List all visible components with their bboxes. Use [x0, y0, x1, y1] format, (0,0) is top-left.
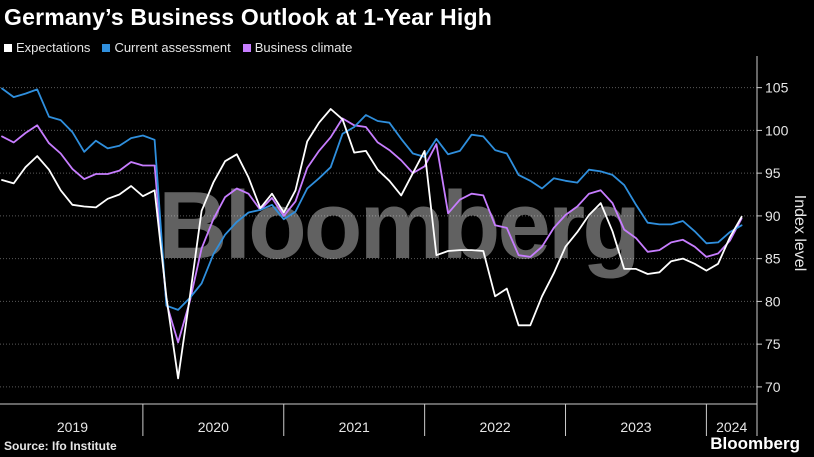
series-line-expectations: [1, 108, 743, 380]
x-tick-label-2021: 2021: [339, 419, 370, 435]
source-note: Source: Ifo Institute: [4, 439, 117, 453]
legend-label-current-assessment: Current assessment: [114, 40, 231, 55]
legend-item-expectations: Expectations: [4, 40, 90, 55]
y-tick-label-80: 80: [765, 293, 781, 309]
legend: Expectations Current assessment Business…: [4, 40, 352, 55]
x-tick-label-2019: 2019: [57, 419, 88, 435]
y-tick-label-75: 75: [765, 336, 781, 352]
chart-title: Germany’s Business Outlook at 1-Year Hig…: [4, 4, 492, 30]
series-line-business-climate: [1, 117, 743, 344]
legend-swatch-expectations: [4, 43, 12, 52]
legend-label-expectations: Expectations: [16, 40, 91, 55]
legend-swatch-business-climate: [242, 43, 251, 52]
series-line-current-assessment: [1, 87, 743, 311]
y-tick-label-95: 95: [765, 165, 781, 181]
legend-swatch-current-assessment: [102, 43, 111, 52]
y-tick-label-90: 90: [765, 208, 781, 224]
y-axis-title: Index level: [791, 195, 808, 272]
legend-item-business-climate: Business climate: [242, 40, 353, 55]
x-tick-label-2020: 2020: [198, 419, 229, 435]
legend-item-current-assessment: Current assessment: [102, 40, 231, 55]
bloomberg-logo: Bloomberg: [710, 434, 800, 453]
y-tick-label-105: 105: [765, 80, 789, 96]
bloomberg-watermark: Bloomberg: [158, 172, 638, 279]
x-tick-label-2024: 2024: [716, 419, 747, 435]
x-tick-label-2022: 2022: [480, 419, 511, 435]
x-tick-label-2023: 2023: [620, 419, 651, 435]
y-tick-label-100: 100: [765, 122, 789, 138]
y-tick-label-70: 70: [765, 379, 781, 395]
legend-label-business-climate: Business climate: [254, 40, 353, 55]
y-tick-label-85: 85: [765, 251, 781, 267]
